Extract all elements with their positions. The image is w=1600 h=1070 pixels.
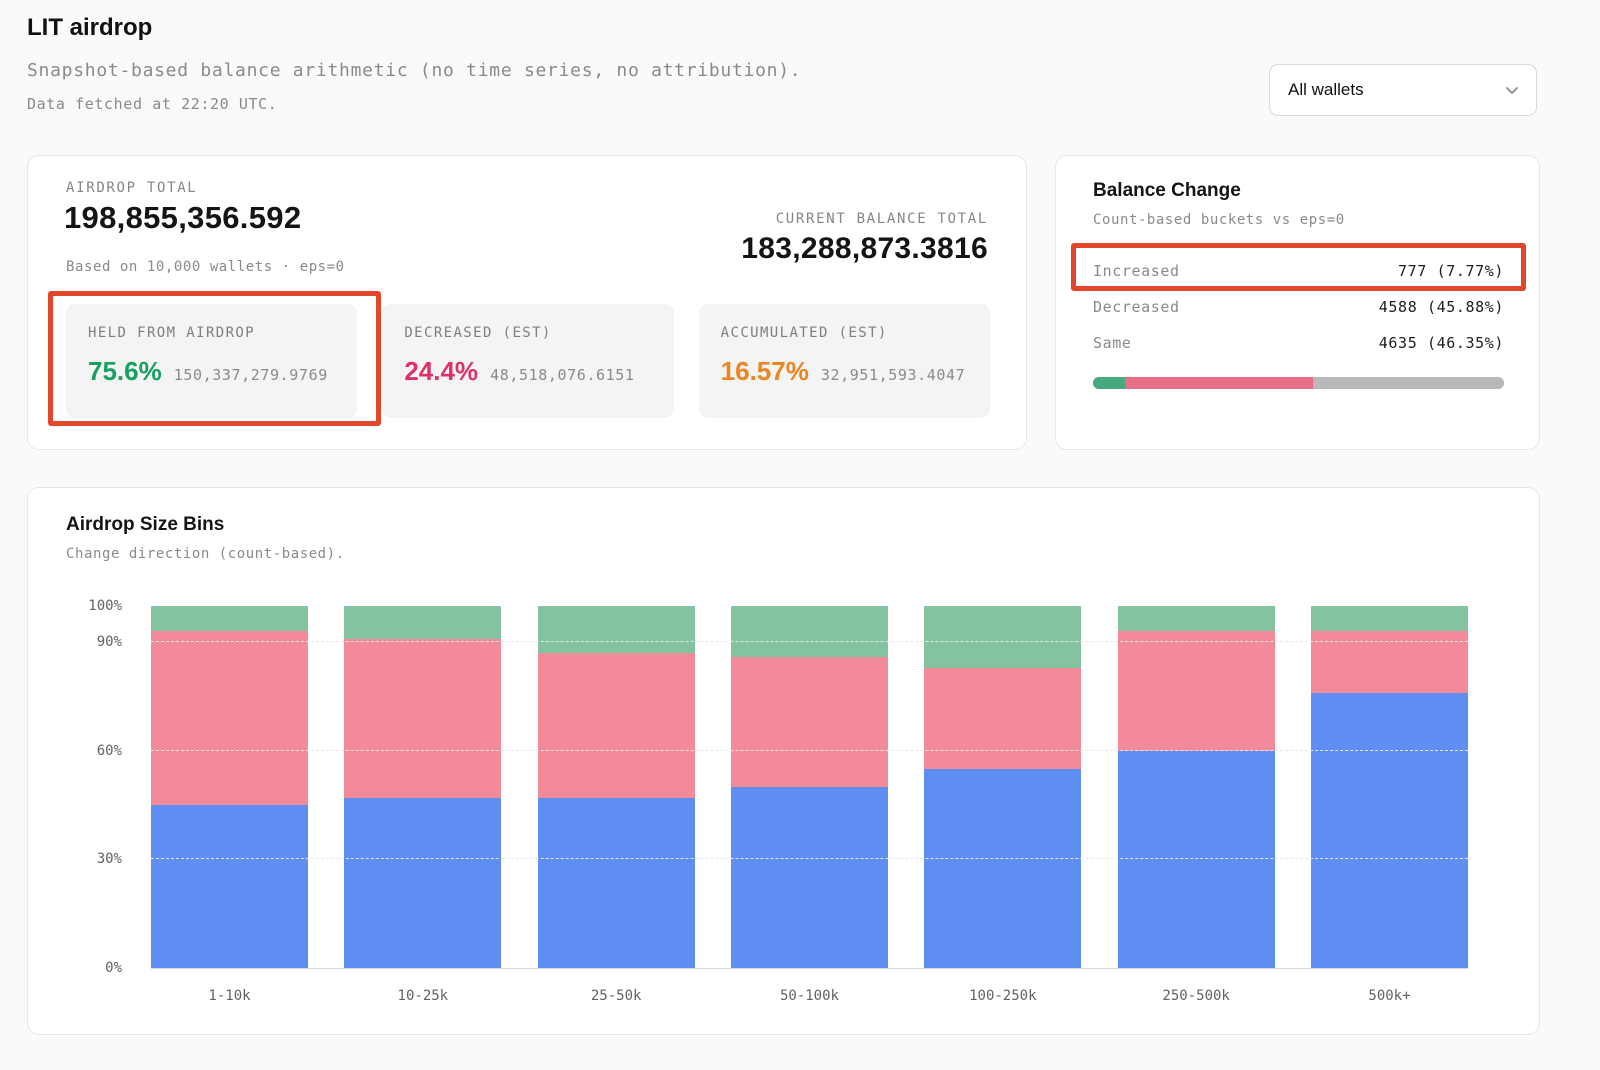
gridline-90 [151,641,1468,643]
bar-1-10k [151,606,308,968]
row-label: Decreased [1093,298,1180,316]
x-tick-label: 1-10k [208,988,251,1004]
balance-change-subtitle: Count-based buckets vs eps=0 [1093,212,1345,228]
x-tick-label: 250-500k [1162,988,1230,1004]
stat-held-from-airdrop: HELD FROM AIRDROP 75.6% 150,337,279.9769 [66,304,358,418]
bar-250-500k [1117,606,1275,968]
x-tick-label: 25-50k [590,988,642,1004]
wallet-filter-value: All wallets [1288,80,1364,99]
row-value: 777 (7.77%) [1398,262,1504,280]
gridline-60 [151,749,1468,751]
bar-segment-increased [1117,606,1275,632]
bar-segment-same [151,805,308,968]
bar-segment-same [344,797,502,968]
stat-label: HELD FROM AIRDROP [88,325,256,341]
bar-segment-increased [151,606,308,632]
y-tick-label: 0% [105,960,122,976]
bar-10-25k [344,606,502,968]
airdrop-total-label: AIRDROP TOTAL [66,180,198,196]
chevron-down-icon [1506,87,1518,94]
stat-value: 32,951,593.4047 [820,366,966,384]
bar-25-50k [537,606,695,968]
stat-label: DECREASED (EST) [404,325,552,341]
stat-percent: 24.4% [404,356,479,386]
bar-50-100k [730,606,888,968]
stat-label: ACCUMULATED (EST) [720,325,888,341]
summary-card: AIRDROP TOTAL 198,855,356.592 Based on 1… [27,155,1027,450]
airdrop-total-value: 198,855,356.592 [64,200,302,235]
chart-yaxis: 100% 90% 60% 30% 0% [56,598,136,976]
balance-change-rows: Increased 777 (7.77%) Decreased 4588 (45… [1093,253,1504,361]
y-tick-label: 30% [96,851,122,868]
bar-segment-increased [730,606,888,657]
bar-segment-decreased [1124,377,1314,389]
chart-plot: 100% 90% 60% 30% 0% [88,598,1468,976]
bar-segment-decreased [730,656,888,787]
bar-segment-increased [1310,606,1468,632]
page-subtitle: Snapshot-based balance arithmetic (no ti… [27,60,802,81]
balance-change-title: Balance Change [1093,180,1241,201]
stat-percent: 16.57% [720,356,809,386]
bar-segment-decreased [1117,631,1275,751]
x-tick-label: 100-250k [969,988,1037,1004]
stat-value: 48,518,076.6151 [490,366,635,384]
current-balance-label: CURRENT BALANCE TOTAL [775,211,988,227]
bar-segment-increased [924,606,1082,668]
x-tick-label: 50-100k [779,988,839,1004]
chart-subtitle: Change direction (count-based). [66,546,345,562]
fetched-timestamp: Data fetched at 22:20 UTC. [27,95,278,113]
bar-segment-same [1310,692,1468,968]
bar-500k+ [1310,606,1468,968]
summary-stats-row: HELD FROM AIRDROP 75.6% 150,337,279.9769… [66,304,990,418]
y-tick-label: 100% [88,598,122,614]
size-bins-card: Airdrop Size Bins Change direction (coun… [27,487,1540,1035]
bar-segment-decreased [344,638,502,798]
row-same: Same 4635 (46.35%) [1093,325,1504,361]
bar-segment-decreased [537,653,695,798]
stat-decreased-est: DECREASED (EST) 24.4% 48,518,076.6151 [382,304,674,418]
bar-segment-increased [1093,377,1125,389]
row-label: Increased [1093,262,1180,280]
chart-title: Airdrop Size Bins [66,514,225,535]
gridline-30 [151,858,1468,860]
row-value: 4635 (46.35%) [1378,334,1504,352]
row-value: 4588 (45.88%) [1378,298,1504,316]
bar-segment-increased [537,606,695,654]
bar-segment-same [537,797,695,968]
row-decreased: Decreased 4588 (45.88%) [1093,289,1504,325]
stat-accumulated-est: ACCUMULATED (EST) 16.57% 32,951,593.4047 [698,304,990,418]
bar-100-250k [924,606,1082,968]
bar-segment-same [1117,750,1275,968]
bar-segment-same [730,787,888,968]
bar-segment-decreased [151,631,308,806]
bar-segment-increased [344,606,502,639]
row-label: Same [1093,334,1132,352]
x-tick-label: 10-25k [397,988,449,1004]
bar-segment-same [1313,377,1504,389]
page-title: LIT airdrop [27,14,153,41]
airdrop-total-subtext: Based on 10,000 wallets · eps=0 [66,259,345,275]
current-balance-value: 183,288,873.3816 [741,232,988,265]
y-tick-label: 90% [96,634,122,651]
stat-percent: 75.6% [88,356,162,386]
balance-change-card: Balance Change Count-based buckets vs ep… [1055,155,1540,450]
row-increased: Increased 777 (7.77%) [1093,253,1504,289]
wallet-filter-select[interactable]: All wallets [1269,64,1537,116]
bar-segment-decreased [924,667,1082,769]
stat-value: 150,337,279.9769 [173,366,328,384]
chart-x-labels: 1-10k 10-25k 25-50k 50-100k 100-250k 250-500k… [151,988,1468,1004]
bar-segment-same [924,768,1082,968]
y-tick-label: 60% [96,742,122,759]
balance-change-bar [1093,377,1504,389]
chart-bars [151,606,1468,968]
x-tick-label: 500k+ [1368,988,1411,1004]
